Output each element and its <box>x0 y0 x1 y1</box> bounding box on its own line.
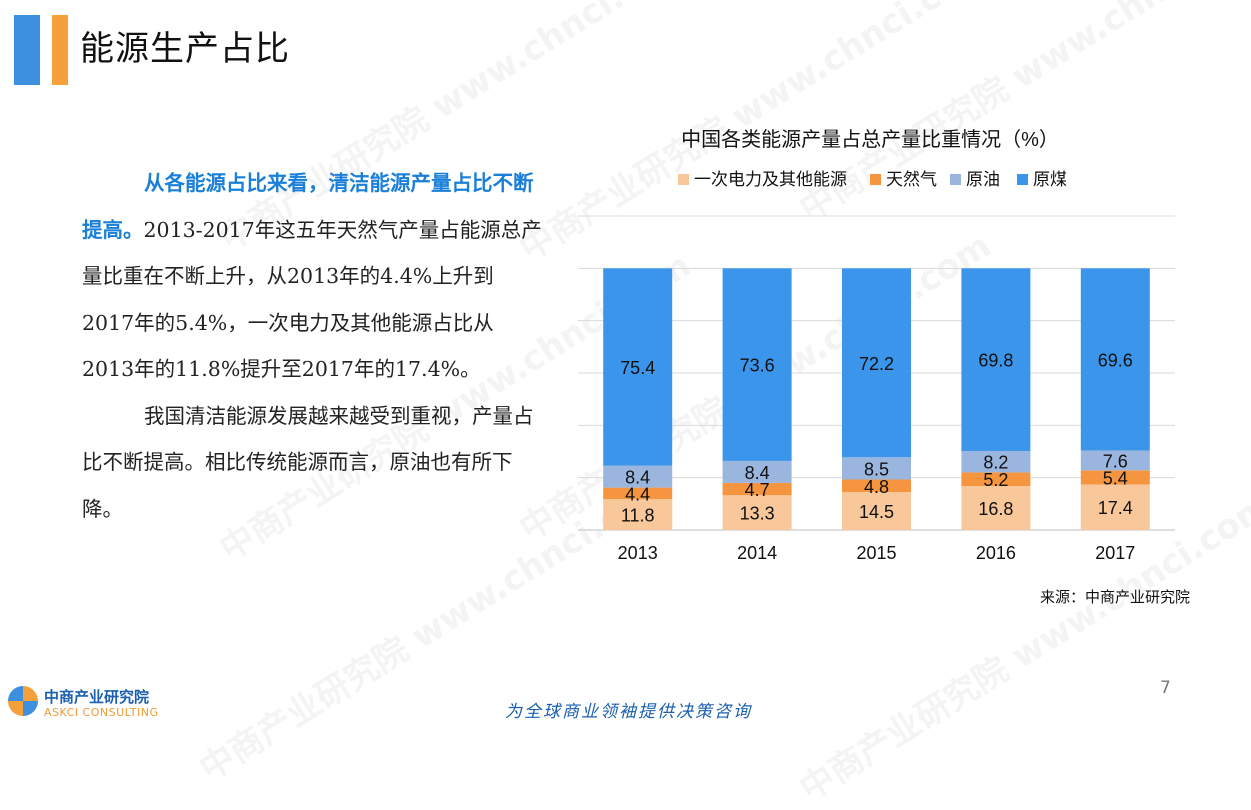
data-label: 5.2 <box>983 470 1008 490</box>
x-tick-label: 2014 <box>737 543 777 563</box>
data-label: 73.6 <box>740 356 775 376</box>
data-label: 11.8 <box>621 506 655 526</box>
paragraph-1-highlight: 从各能源占比来看，清洁能源产量占比不断提高。 <box>82 171 534 242</box>
bar-segment <box>842 492 911 530</box>
paragraph-2-text: 我国清洁能源发展越来越受到重视，产量占比不断提高。相比传统能源而言，原油也有所下… <box>82 403 534 521</box>
data-label: 72.2 <box>859 354 894 374</box>
data-label: 17.4 <box>1098 498 1133 518</box>
legend-swatch <box>1017 174 1028 185</box>
paragraph-2: 我国清洁能源发展越来越受到重视，产量占比不断提高。相比传统能源而言，原油也有所下… <box>82 393 542 533</box>
bar-segment <box>1080 484 1150 530</box>
legend-swatch <box>870 174 881 185</box>
data-label: 13.3 <box>740 504 775 524</box>
x-tick-label: 2015 <box>856 543 896 563</box>
legend-swatch <box>950 174 961 185</box>
paragraph-1: 从各能源占比来看，清洁能源产量占比不断提高。2013-2017年这五年天然气产量… <box>82 160 542 393</box>
legend-label: 原煤 <box>1033 170 1067 189</box>
page-title: 能源生产占比 <box>80 29 290 69</box>
bar-segment <box>603 499 673 530</box>
bar-segment <box>842 479 911 493</box>
bar-segment <box>961 450 1031 473</box>
bar-segment <box>603 487 673 500</box>
stacked-bar-chart: 中国各类能源产量占总产量比重情况（%）一次电力及其他能源 天然气 原油 原煤11.84… <box>578 128 1175 563</box>
logo-name-en: ASKCI CONSULTING <box>44 706 159 719</box>
x-tick-label: 2013 <box>618 543 658 563</box>
data-label: 8.4 <box>745 463 770 483</box>
x-tick-label: 2017 <box>1095 543 1135 563</box>
bar-segment <box>603 465 673 488</box>
legend-label: 天然气 <box>886 170 937 189</box>
footer-slogan: 为全球商业领袖提供决策咨询 <box>505 702 752 722</box>
data-label: 75.4 <box>620 358 655 378</box>
bar-segment <box>961 486 1031 530</box>
bar-segment <box>842 457 911 480</box>
data-label: 8.5 <box>864 459 889 479</box>
source-note: 来源：中商产业研究院 <box>1039 588 1190 606</box>
bar-segment <box>961 268 1031 451</box>
chart-title: 中国各类能源产量占总产量比重情况（%） <box>681 128 1059 151</box>
logo-name-cn: 中商产业研究院 <box>44 688 150 706</box>
data-label: 4.4 <box>625 484 650 504</box>
data-label: 16.8 <box>978 499 1013 519</box>
data-label: 8.2 <box>983 453 1008 473</box>
data-label: 69.8 <box>978 351 1013 371</box>
legend-swatch <box>678 174 689 185</box>
data-label: 8.4 <box>625 468 650 488</box>
data-label: 7.6 <box>1103 451 1128 471</box>
bar-segment <box>1080 268 1150 451</box>
body-text: 从各能源占比来看，清洁能源产量占比不断提高。2013-2017年这五年天然气产量… <box>82 160 542 532</box>
chart-container: 中国各类能源产量占总产量比重情况（%） 一次电力及其他能源 天然气 原油 原煤 11.8 4… <box>570 118 1180 578</box>
bar-segment <box>722 482 792 496</box>
data-label: 4.7 <box>745 480 770 500</box>
page-number: 7 <box>1160 678 1171 698</box>
data-label: 14.5 <box>859 502 894 522</box>
bar-segment <box>722 268 792 461</box>
data-label: 4.8 <box>864 477 889 497</box>
bar-segment <box>722 495 792 530</box>
bar-segment <box>603 268 673 466</box>
paragraph-1-text: 2013-2017年这五年天然气产量占能源总产量比重在不断上升，从2013年的4… <box>82 217 542 382</box>
logo-icon <box>8 686 38 716</box>
bar-segment <box>722 460 792 483</box>
legend-label: 一次电力及其他能源 <box>694 170 847 189</box>
legend-label: 原油 <box>966 170 1000 189</box>
x-tick-label: 2016 <box>976 543 1016 563</box>
bar-segment <box>1080 450 1150 471</box>
bar-segment <box>1080 470 1150 485</box>
bar-segment <box>961 472 1031 487</box>
title-accent-bar-blue <box>14 15 40 85</box>
data-label: 5.4 <box>1103 468 1128 488</box>
title-accent-bar-orange <box>52 15 68 85</box>
data-label: 69.6 <box>1098 350 1133 370</box>
bar-segment <box>842 268 911 458</box>
company-logo: 中商产业研究院 ASKCI CONSULTING <box>8 686 178 724</box>
